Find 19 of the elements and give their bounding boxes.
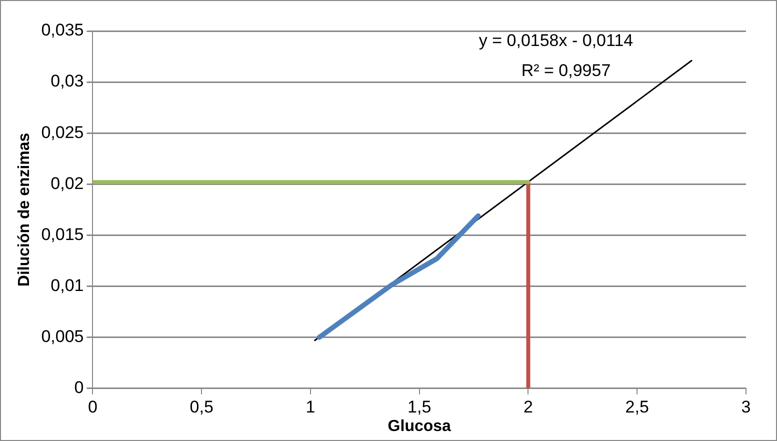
x-tick-label: 2	[524, 397, 533, 416]
x-tick-label: 1,5	[408, 397, 432, 416]
x-tick-label: 0	[88, 397, 98, 416]
y-axis-title: Dilución de enzimas	[16, 132, 34, 287]
y-tick-label: 0,015	[41, 224, 84, 244]
y-tick-label: 0,005	[41, 327, 84, 346]
x-tick-label: 1	[306, 397, 316, 416]
annotation: R² = 0,9957	[521, 61, 611, 80]
y-tick-label: 0,025	[41, 122, 84, 142]
y-tick-label: 0	[74, 378, 84, 398]
y-tick-label: 0,02	[50, 174, 84, 193]
x-tick-label: 2,5	[625, 397, 649, 416]
x-axis-title: Glucosa	[388, 418, 452, 435]
x-tick-label: 0,5	[190, 397, 214, 416]
annotation: y = 0,0158x - 0,0114	[478, 31, 634, 50]
y-tick-label: 0,01	[50, 276, 84, 295]
y-tick-label: 0,035	[41, 20, 84, 40]
x-tick-label: 3	[741, 397, 751, 416]
y-tick-label: 0,03	[50, 72, 84, 91]
